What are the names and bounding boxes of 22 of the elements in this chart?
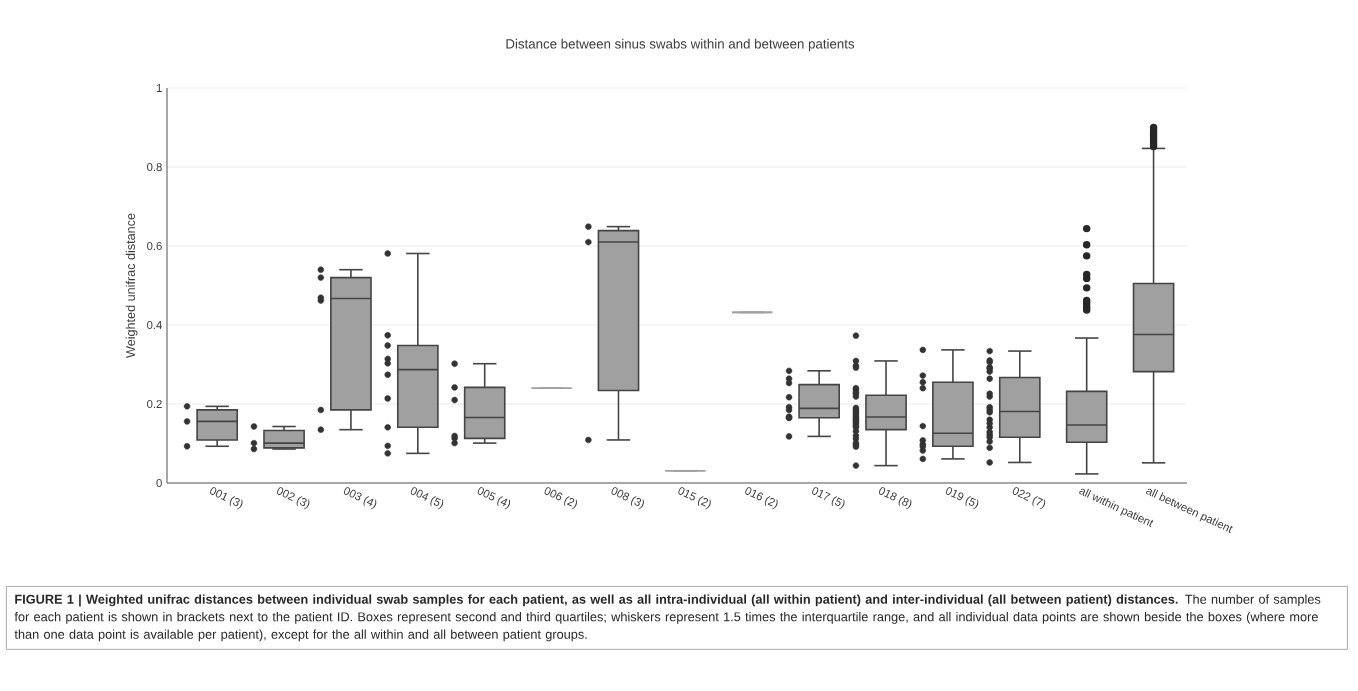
- y-tick-label: 1: [156, 84, 162, 92]
- x-tick-label: 017 (5): [812, 487, 845, 510]
- chart-title: Distance between sinus swabs within and between patients: [506, 38, 855, 52]
- y-axis-title: Weighted unifrac distance: [125, 213, 138, 358]
- x-tick-label: 019 (5): [945, 487, 979, 510]
- y-tick-label: 0.6: [147, 242, 162, 250]
- x-tick-label: 015 (2): [678, 487, 711, 510]
- x-tick-label: 016 (2): [745, 487, 778, 510]
- x-tick-label: 022 (7): [1012, 487, 1046, 510]
- x-tick-label: 006 (2): [544, 487, 577, 510]
- x-tick-label: 001 (3): [210, 487, 243, 510]
- text: FIGURE 1 | Weighted unifrac distances between individual swab samples for each patient, as well as all intra-individual (all within patient) and inter-individual (all between patient) distances. The number of samples for each patient is shown in brackets next to the patient ID. Boxes represent second and third quartiles; whiskers represent 1.5 times the interquartile range, and all individual data points are shown beside the boxes (where more than one data point is available per patient), except for the all within and all between patient groups.: [14, 594, 1321, 642]
- y-tick-label: 0.2: [147, 400, 162, 408]
- x-tick-label: 018 (8): [878, 487, 912, 510]
- x-tick-label: 002 (3): [277, 487, 310, 510]
- x-tick-label: 004 (5): [410, 487, 444, 510]
- x-tick-label: 008 (3): [611, 487, 644, 510]
- x-tick-label: 003 (4): [343, 487, 377, 510]
- y-tick-label: 0.4: [147, 321, 162, 329]
- y-tick-label: 0.8: [147, 163, 162, 171]
- x-tick-label: 005 (4): [477, 487, 511, 510]
- y-tick-label: 0: [156, 479, 162, 487]
